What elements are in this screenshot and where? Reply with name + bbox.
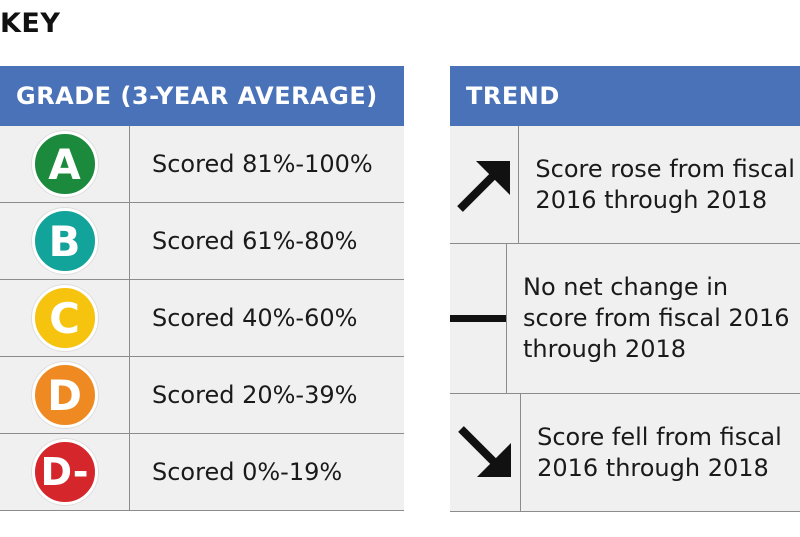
grade-label: Scored 40%-60% xyxy=(152,304,358,332)
grade-row: A Scored 81%-100% xyxy=(0,126,404,203)
grade-label: Scored 81%-100% xyxy=(152,150,373,178)
grade-row: D- Scored 0%-19% xyxy=(0,434,404,511)
key-title: KEY xyxy=(0,8,61,39)
grade-row: B Scored 61%-80% xyxy=(0,203,404,280)
grade-c-badge: C xyxy=(31,285,98,351)
grade-table: GRADE (3-YEAR AVERAGE) A Scored 81%-100%… xyxy=(0,66,404,511)
grade-row: C Scored 40%-60% xyxy=(0,280,404,357)
grade-table-header: GRADE (3-YEAR AVERAGE) xyxy=(0,66,404,126)
dash-icon xyxy=(450,315,506,322)
trend-label: Score fell from fiscal 2016 through 2018 xyxy=(537,422,782,482)
grade-label: Scored 20%-39% xyxy=(152,381,358,409)
grade-label: Scored 0%-19% xyxy=(152,458,343,486)
trend-table: TREND Score rose from fiscal 2016 throug… xyxy=(450,66,800,512)
grade-b-badge: B xyxy=(31,208,98,274)
trend-row: No net change in score from fiscal 2016 … xyxy=(450,244,800,394)
arrow-down-right-icon xyxy=(458,425,512,477)
trend-row: Score fell from fiscal 2016 through 2018 xyxy=(450,394,800,512)
grade-a-badge: A xyxy=(31,131,98,197)
grade-label: Scored 61%-80% xyxy=(152,227,358,255)
grade-d-badge: D xyxy=(31,362,98,428)
trend-label: No net change in score from fiscal 2016 … xyxy=(523,273,790,363)
grade-d-minus-badge: D- xyxy=(31,439,98,505)
trend-label: Score rose from fiscal 2016 through 2018 xyxy=(535,154,795,214)
trend-row: Score rose from fiscal 2016 through 2018 xyxy=(450,126,800,244)
arrow-up-right-icon xyxy=(457,160,511,212)
trend-table-header: TREND xyxy=(450,66,800,126)
grade-row: D Scored 20%-39% xyxy=(0,357,404,434)
